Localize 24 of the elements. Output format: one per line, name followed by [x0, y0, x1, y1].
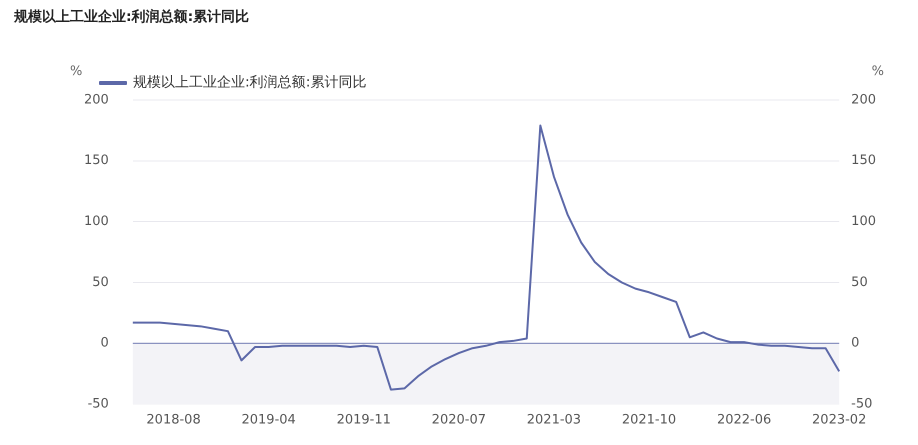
y2-tick-label: 150	[851, 153, 876, 168]
y-axis-title: %	[70, 64, 82, 79]
y2-tick-label: 100	[851, 214, 876, 230]
y-tick-label: -50	[88, 396, 109, 412]
y2-tick-label: 50	[851, 274, 868, 290]
chart-title: 规模以上工业企业:利润总额:累计同比	[14, 8, 250, 26]
y-tick-label: 50	[92, 274, 109, 290]
x-tick-label: 2018-08	[146, 412, 201, 428]
y2-tick-label: 200	[851, 92, 876, 108]
x-tick-label: 2019-04	[241, 412, 296, 428]
legend-label: 规模以上工业企业:利润总额:累计同比	[133, 74, 366, 91]
x-tick-label: 2023-02	[812, 412, 866, 428]
y-tick-label: 100	[84, 214, 109, 230]
y2-tick-label: -50	[851, 396, 872, 412]
y-tick-label: 200	[84, 92, 109, 108]
x-tick-label: 2022-06	[716, 412, 772, 428]
y-tick-label: 150	[84, 153, 109, 168]
y2-tick-label: 0	[851, 336, 860, 351]
x-tick-label: 2020-07	[432, 412, 486, 428]
x-tick-label: 2019-11	[336, 412, 391, 428]
x-tick-label: 2021-03	[526, 412, 582, 428]
y-tick-label: 0	[100, 336, 109, 351]
x-tick-label: 2021-10	[622, 412, 676, 428]
y2-axis-title: %	[872, 64, 884, 79]
